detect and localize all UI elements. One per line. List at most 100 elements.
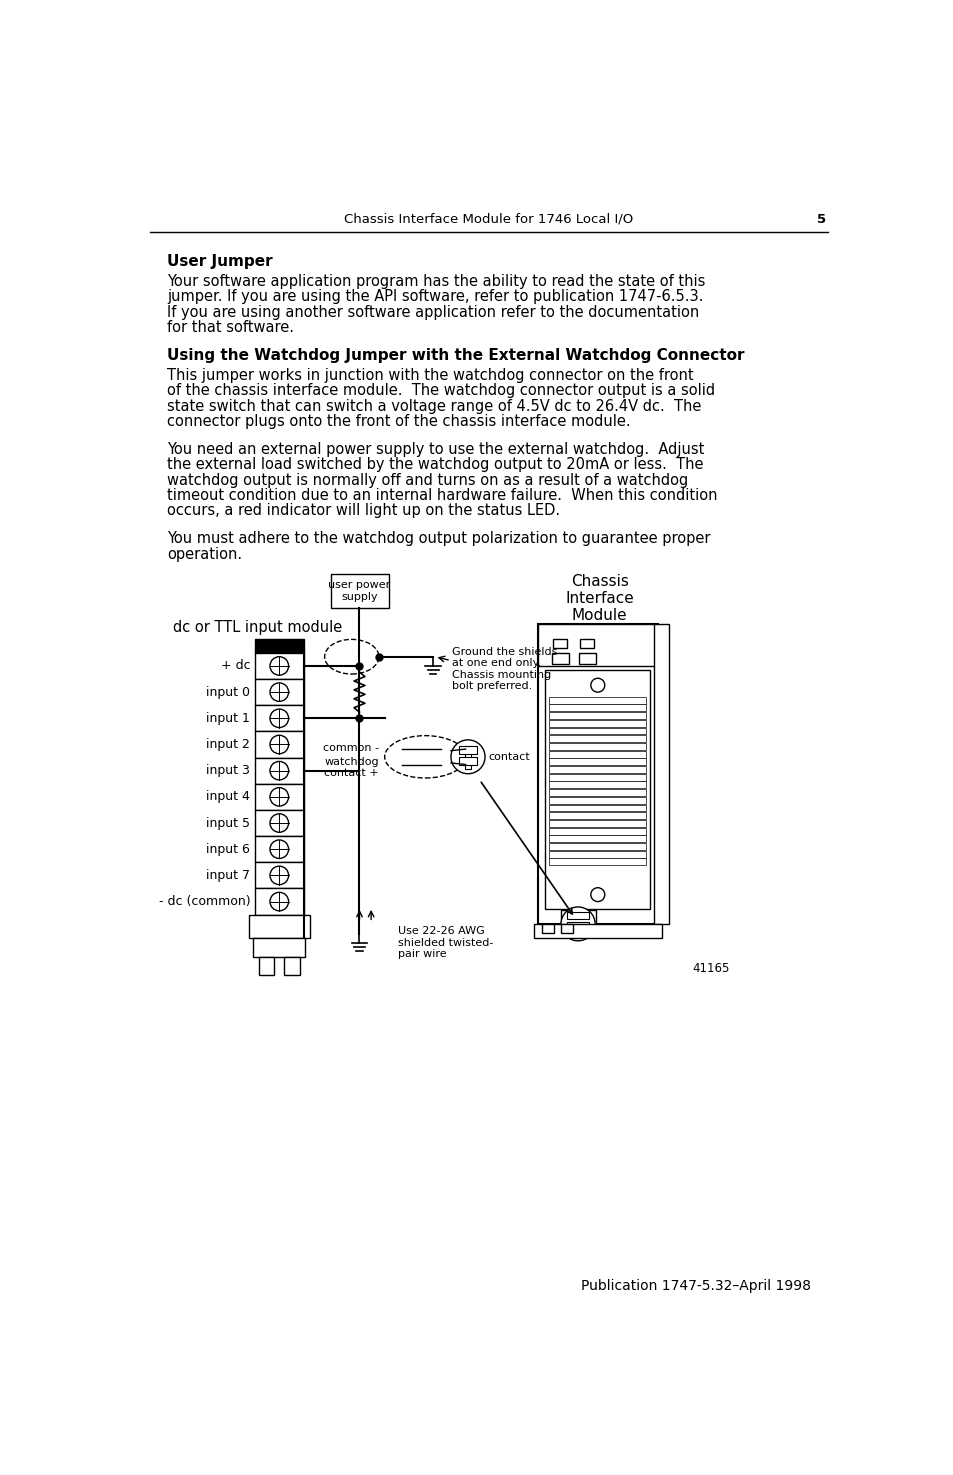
Text: input 1: input 1 [206,712,250,724]
Text: You need an external power supply to use the external watchdog.  Adjust: You need an external power supply to use… [167,442,704,457]
Text: Your software application program has the ability to read the state of this: Your software application program has th… [167,274,705,289]
Text: Publication 1747-5.32–April 1998: Publication 1747-5.32–April 1998 [580,1279,810,1292]
Text: operation.: operation. [167,547,242,562]
Bar [549,758,645,766]
Bar [549,844,645,850]
Bar [578,653,596,664]
Text: User Jumper: User Jumper [167,254,273,268]
Text: input 3: input 3 [206,764,250,777]
Bar [331,574,389,608]
Text: connector plugs onto the front of the chassis interface module.: connector plugs onto the front of the ch… [167,414,630,429]
Text: input 2: input 2 [206,738,250,751]
Text: input 4: input 4 [206,791,250,804]
Circle shape [270,866,289,885]
Bar [549,827,645,835]
Text: dc or TTL input module: dc or TTL input module [173,620,342,634]
Bar [567,922,588,929]
Text: Using the Watchdog Jumper with the External Watchdog Connector: Using the Watchdog Jumper with the Exter… [167,348,744,363]
Bar [549,766,645,773]
Text: You must adhere to the watchdog output polarization to guarantee proper: You must adhere to the watchdog output p… [167,531,710,546]
Text: input 5: input 5 [206,817,250,829]
Bar [249,914,310,938]
Circle shape [270,735,289,754]
Circle shape [270,788,289,807]
Circle shape [270,839,289,858]
Bar [284,957,299,975]
Bar [258,957,274,975]
Bar [464,748,471,768]
Text: input 0: input 0 [206,686,250,699]
Circle shape [270,892,289,910]
Bar [458,746,476,754]
Bar [549,789,645,796]
Text: of the chassis interface module.  The watchdog connector output is a solid: of the chassis interface module. The wat… [167,384,715,398]
Bar [549,858,645,866]
Text: Chassis
Interface
Module: Chassis Interface Module [565,574,634,624]
Bar [254,639,303,653]
Bar [549,851,645,857]
Bar [549,804,645,811]
Text: - dc (common): - dc (common) [158,895,250,909]
Bar [541,923,554,934]
Bar [458,757,476,764]
Bar [254,836,303,863]
Text: jumper. If you are using the API software, refer to publication 1747-6.5.3.: jumper. If you are using the API softwar… [167,289,703,304]
Bar [254,705,303,732]
Text: input 7: input 7 [206,869,250,882]
Circle shape [560,907,595,941]
Text: contact: contact [488,752,529,761]
Text: state switch that can switch a voltage range of 4.5V dc to 26.4V dc.  The: state switch that can switch a voltage r… [167,398,701,414]
Bar [549,720,645,727]
Bar [549,835,645,842]
Bar [654,624,669,923]
Text: input 6: input 6 [206,842,250,855]
Bar [254,888,303,914]
Bar [254,810,303,836]
Circle shape [270,814,289,832]
Bar [549,696,645,704]
Text: watchdog
contact +: watchdog contact + [324,757,378,779]
Bar [551,653,568,664]
Bar [549,751,645,758]
Circle shape [270,656,289,676]
Bar [545,670,649,909]
Text: common -: common - [322,742,378,752]
Circle shape [270,683,289,702]
Bar [553,639,567,648]
Bar [254,678,303,705]
Circle shape [451,740,484,774]
Bar [560,910,596,932]
Text: This jumper works in junction with the watchdog connector on the front: This jumper works in junction with the w… [167,367,693,384]
Bar [567,912,588,919]
Text: 5: 5 [816,212,825,226]
Bar [549,705,645,711]
Bar [253,938,305,957]
Bar [549,774,645,780]
Text: timeout condition due to an internal hardware failure.  When this condition: timeout condition due to an internal har… [167,488,717,503]
Bar [549,796,645,804]
Text: Use 22-26 AWG
shielded twisted-
pair wire: Use 22-26 AWG shielded twisted- pair wir… [397,926,493,959]
Circle shape [590,888,604,901]
Bar [549,735,645,742]
Bar [254,653,303,678]
Text: + dc: + dc [220,659,250,673]
Text: user power
supply: user power supply [328,580,390,602]
Bar [254,758,303,783]
Ellipse shape [384,736,466,777]
Text: the external load switched by the watchdog output to 20mA or less.  The: the external load switched by the watchd… [167,457,703,472]
Bar [537,624,658,665]
Text: If you are using another software application refer to the documentation: If you are using another software applic… [167,305,699,320]
Bar [579,639,594,648]
Circle shape [590,678,604,692]
Text: Chassis Interface Module for 1746 Local I/O: Chassis Interface Module for 1746 Local … [344,212,633,226]
Text: 41165: 41165 [692,962,729,975]
Text: for that software.: for that software. [167,320,294,335]
Text: occurs, a red indicator will light up on the status LED.: occurs, a red indicator will light up on… [167,503,559,519]
Circle shape [270,709,289,727]
Bar [549,820,645,827]
Bar [537,624,658,923]
Bar [534,923,661,938]
Circle shape [270,761,289,780]
Bar [254,863,303,888]
Bar [254,783,303,810]
